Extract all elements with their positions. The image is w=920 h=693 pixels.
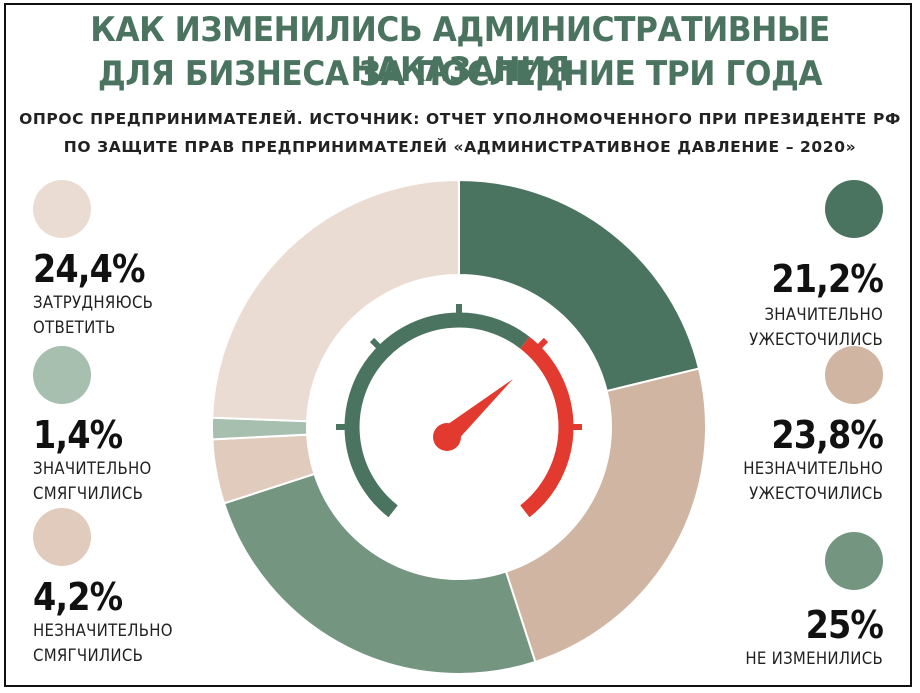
chart-title-line-2: ДЛЯ БИЗНЕСА ЗА ПОСЛЕДНИЕ ТРИ ГОДА [97,54,823,94]
legend-value: 4,2% [33,575,123,619]
legend-item-slightly-tightened: 23,8% НЕЗНАЧИТЕЛЬНО УЖЕСТОЧИЛИСЬ [683,346,884,505]
chart-title-line-1: КАК ИЗМЕНИЛИСЬ АДМИНИСТРАТИВНЫЕ НАКАЗАНИ… [90,10,830,90]
legend-item-slightly-softened: 4,2% НЕЗНАЧИТЕЛЬНО СМЯГЧИЛИСЬ [33,508,233,667]
legend-value: 21,2% [771,257,884,301]
legend-swatch [33,508,91,566]
chart-subtitle-line-1: ОПРОС ПРЕДПРИНИМАТЕЛЕЙ. ИСТОЧНИК: ОТЧЕТ … [19,110,901,128]
donut-slices [211,178,707,675]
legend-label: СМЯГЧИЛИСЬ [33,646,144,666]
legend-label: ЗАТРУДНЯЮСЬ [33,293,154,313]
legend-label: УЖЕСТОЧИЛИСЬ [749,330,883,350]
legend-label: НЕ ИЗМЕНИЛИСЬ [745,649,883,669]
donut-slice-significantly-tightened [458,178,701,393]
legend-swatch [825,346,883,404]
legend-item-hard-to-answer: 24,4% ЗАТРУДНЯЮСЬ ОТВЕТИТЬ [33,180,233,339]
legend-swatch [825,180,883,238]
legend-label: НЕЗНАЧИТЕЛЬНО [743,459,883,479]
legend-item-significantly-tightened: 21,2% ЗНАЧИТЕЛЬНО УЖЕСТОЧИЛИСЬ [683,180,884,351]
legend-value: 23,8% [771,413,884,457]
legend-swatch [33,180,91,238]
legend-label: УЖЕСТОЧИЛИСЬ [749,484,883,504]
legend-item-significantly-softened: 1,4% ЗНАЧИТЕЛЬНО СМЯГЧИЛИСЬ [33,346,233,505]
legend-label: НЕЗНАЧИТЕЛЬНО [33,621,173,641]
legend-label: ОТВЕТИТЬ [33,318,116,338]
speedometer-icon [336,304,582,518]
donut-slice-slightly-tightened [504,367,707,664]
legend-value: 25% [805,603,884,647]
chart-subtitle-line-2: ПО ЗАЩИТЕ ПРАВ ПРЕДПРИНИМАТЕЛЕЙ «АДМИНИС… [63,138,857,156]
legend-value: 1,4% [33,413,123,457]
donut-slice-hard-to-answer [211,178,460,423]
legend-item-unchanged: 25% НЕ ИЗМЕНИЛИСЬ [683,532,884,670]
donut-slice-unchanged [222,472,537,675]
legend-value: 24,4% [33,247,146,291]
legend-swatch [33,346,91,404]
legend-label: СМЯГЧИЛИСЬ [33,484,144,504]
legend-swatch [825,532,883,590]
legend-label: ЗНАЧИТЕЛЬНО [764,305,883,325]
legend-label: ЗНАЧИТЕЛЬНО [33,459,152,479]
frame [4,3,912,687]
